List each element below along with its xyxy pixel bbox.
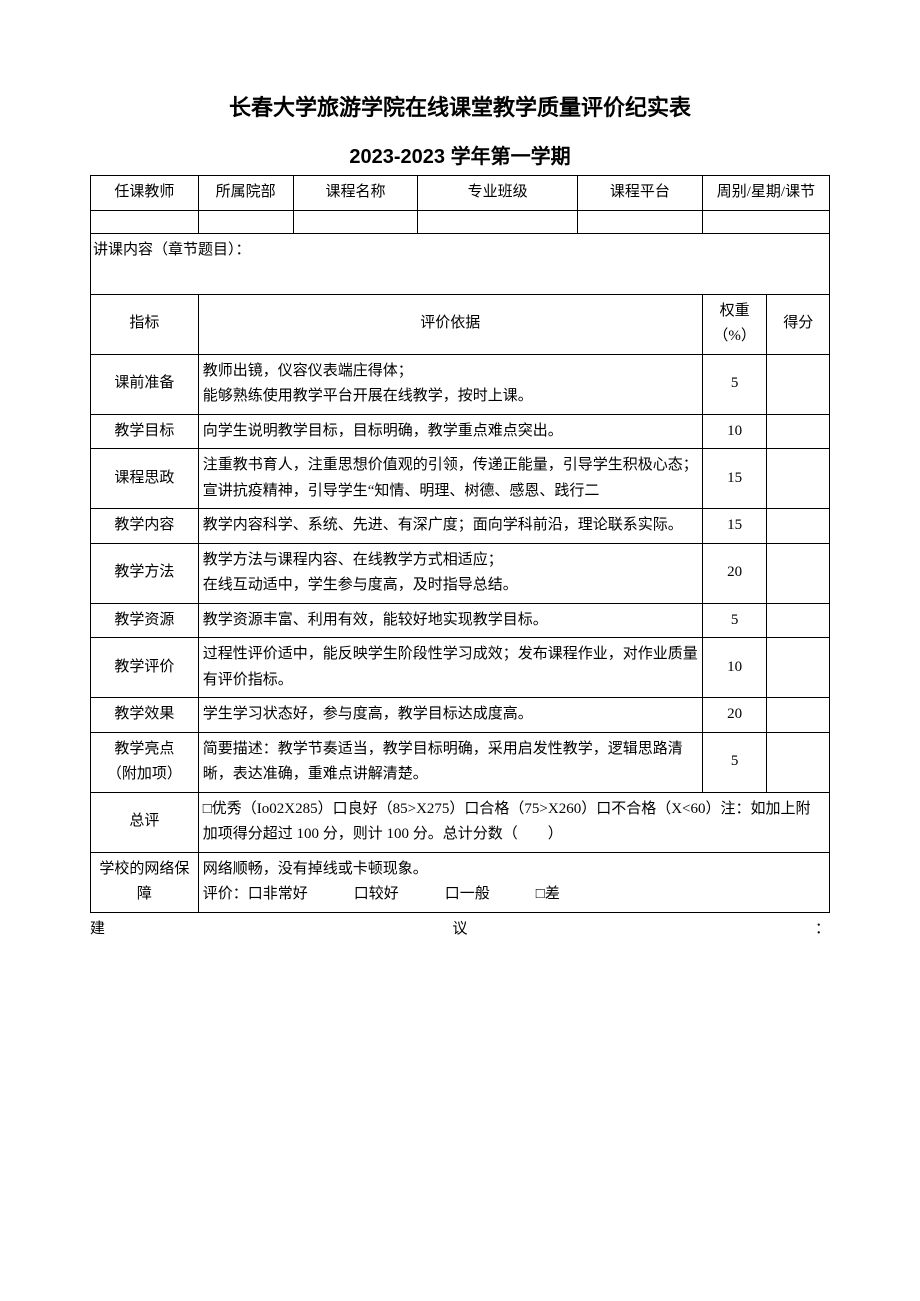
input-class[interactable] — [418, 210, 577, 233]
input-schedule[interactable] — [702, 210, 829, 233]
network-line1: 网络顺畅，没有掉线或卡顿现象。 — [203, 857, 825, 883]
weight-cell: 5 — [702, 354, 767, 414]
network-rating: 评价：口非常好 口较好 口一般 □差 — [203, 882, 825, 908]
score-cell[interactable] — [767, 354, 830, 414]
network-label: 学校的网络保障 — [91, 852, 199, 912]
rating-prefix: 评价： — [203, 886, 248, 902]
label-schedule: 周别/星期/课节 — [702, 176, 829, 211]
col-indicator: 指标 — [91, 294, 199, 354]
indicator-cell: 教学评价 — [91, 638, 199, 698]
score-cell[interactable] — [767, 698, 830, 733]
indicator-cell: 教学亮点 （附加项） — [91, 732, 199, 792]
page-title: 长春大学旅游学院在线课堂教学质量评价纪实表 — [90, 90, 830, 122]
lecture-content-label: 讲课内容（章节题目）： — [91, 233, 830, 294]
indicator-cell: 课前准备 — [91, 354, 199, 414]
table-row: 教学评价 过程性评价适中，能反映学生阶段性学习成效；发布课程作业，对作业质量有评… — [91, 638, 830, 698]
score-cell[interactable] — [767, 543, 830, 603]
weight-cell: 15 — [702, 449, 767, 509]
table-row: 教学亮点 （附加项） 简要描述：教学节奏适当，教学目标明确，采用启发性教学，逻辑… — [91, 732, 830, 792]
rating-opt[interactable]: 口非常好 — [248, 882, 308, 908]
score-cell[interactable] — [767, 603, 830, 638]
indicator-cell: 教学资源 — [91, 603, 199, 638]
label-course: 课程名称 — [293, 176, 418, 211]
col-weight: 权重 （%） — [702, 294, 767, 354]
weight-cell: 5 — [702, 732, 767, 792]
input-teacher[interactable] — [91, 210, 199, 233]
criteria-header-row: 指标 评价依据 权重 （%） 得分 — [91, 294, 830, 354]
weight-cell: 15 — [702, 509, 767, 544]
label-dept: 所属院部 — [198, 176, 293, 211]
suggestion-line: 建 议 ： — [90, 917, 830, 938]
basis-cell: 学生学习状态好，参与度高，教学目标达成度高。 — [198, 698, 702, 733]
suggestion-left: 建 — [90, 917, 105, 938]
rating-opt[interactable]: □差 — [536, 882, 560, 908]
summary-row: 总评 □优秀（Io02X285）口良好（85>X275）口合格（75>X260）… — [91, 792, 830, 852]
table-row: 课前准备 教师出镜，仪容仪表端庄得体； 能够熟练使用教学平台开展在线教学，按时上… — [91, 354, 830, 414]
basis-cell: 教师出镜，仪容仪表端庄得体； 能够熟练使用教学平台开展在线教学，按时上课。 — [198, 354, 702, 414]
table-row: 教学方法 教学方法与课程内容、在线教学方式相适应； 在线互动适中，学生参与度高，… — [91, 543, 830, 603]
label-platform: 课程平台 — [577, 176, 702, 211]
input-dept[interactable] — [198, 210, 293, 233]
basis-cell: 教学资源丰富、利用有效，能较好地实现教学目标。 — [198, 603, 702, 638]
table-row: 教学效果 学生学习状态好，参与度高，教学目标达成度高。 20 — [91, 698, 830, 733]
indicator-cell: 教学效果 — [91, 698, 199, 733]
input-course[interactable] — [293, 210, 418, 233]
suggestion-right: ： — [815, 917, 830, 938]
table-row: 教学目标 向学生说明教学目标，目标明确，教学重点难点突出。 10 — [91, 414, 830, 449]
weight-cell: 10 — [702, 414, 767, 449]
page: 长春大学旅游学院在线课堂教学质量评价纪实表 2023-2023 学年第一学期 任… — [0, 0, 920, 938]
evaluation-table: 任课教师 所属院部 课程名称 专业班级 课程平台 周别/星期/课节 讲课内容（章… — [90, 175, 830, 913]
score-cell[interactable] — [767, 732, 830, 792]
table-row: 教学资源 教学资源丰富、利用有效，能较好地实现教学目标。 5 — [91, 603, 830, 638]
indicator-cell: 教学方法 — [91, 543, 199, 603]
weight-cell: 20 — [702, 543, 767, 603]
indicator-cell: 教学目标 — [91, 414, 199, 449]
col-score: 得分 — [767, 294, 830, 354]
weight-cell: 20 — [702, 698, 767, 733]
table-row: 教学内容 教学内容科学、系统、先进、有深广度；面向学科前沿，理论联系实际。 15 — [91, 509, 830, 544]
basis-cell: 简要描述：教学节奏适当，教学目标明确，采用启发性教学，逻辑思路清晰，表达准确，重… — [198, 732, 702, 792]
indicator-cell: 课程思政 — [91, 449, 199, 509]
basis-cell: 过程性评价适中，能反映学生阶段性学习成效；发布课程作业，对作业质量有评价指标。 — [198, 638, 702, 698]
basis-cell: 教学方法与课程内容、在线教学方式相适应； 在线互动适中，学生参与度高，及时指导总… — [198, 543, 702, 603]
weight-cell: 5 — [702, 603, 767, 638]
network-row: 学校的网络保障 网络顺畅，没有掉线或卡顿现象。 评价：口非常好 口较好 口一般 □差 — [91, 852, 830, 912]
table-row: 课程思政 注重教书育人，注重思想价值观的引领，传递正能量，引导学生积极心态； 宣… — [91, 449, 830, 509]
score-cell[interactable] — [767, 509, 830, 544]
page-subtitle: 2023-2023 学年第一学期 — [90, 140, 830, 169]
score-cell[interactable] — [767, 449, 830, 509]
input-platform[interactable] — [577, 210, 702, 233]
summary-text: □优秀（Io02X285）口良好（85>X275）口合格（75>X260）口不合… — [198, 792, 829, 852]
score-cell[interactable] — [767, 638, 830, 698]
info-header-row: 任课教师 所属院部 课程名称 专业班级 课程平台 周别/星期/课节 — [91, 176, 830, 211]
weight-cell: 10 — [702, 638, 767, 698]
indicator-cell: 教学内容 — [91, 509, 199, 544]
basis-cell: 注重教书育人，注重思想价值观的引领，传递正能量，引导学生积极心态； 宣讲抗疫精神… — [198, 449, 702, 509]
rating-opt[interactable]: 口较好 — [354, 882, 399, 908]
col-basis: 评价依据 — [198, 294, 702, 354]
lecture-content-row: 讲课内容（章节题目）： — [91, 233, 830, 294]
label-teacher: 任课教师 — [91, 176, 199, 211]
score-cell[interactable] — [767, 414, 830, 449]
network-cell: 网络顺畅，没有掉线或卡顿现象。 评价：口非常好 口较好 口一般 □差 — [198, 852, 829, 912]
basis-cell: 向学生说明教学目标，目标明确，教学重点难点突出。 — [198, 414, 702, 449]
rating-opt[interactable]: 口一般 — [445, 882, 490, 908]
summary-label: 总评 — [91, 792, 199, 852]
label-class: 专业班级 — [418, 176, 577, 211]
info-input-row — [91, 210, 830, 233]
suggestion-mid: 议 — [452, 917, 467, 938]
basis-cell: 教学内容科学、系统、先进、有深广度；面向学科前沿，理论联系实际。 — [198, 509, 702, 544]
